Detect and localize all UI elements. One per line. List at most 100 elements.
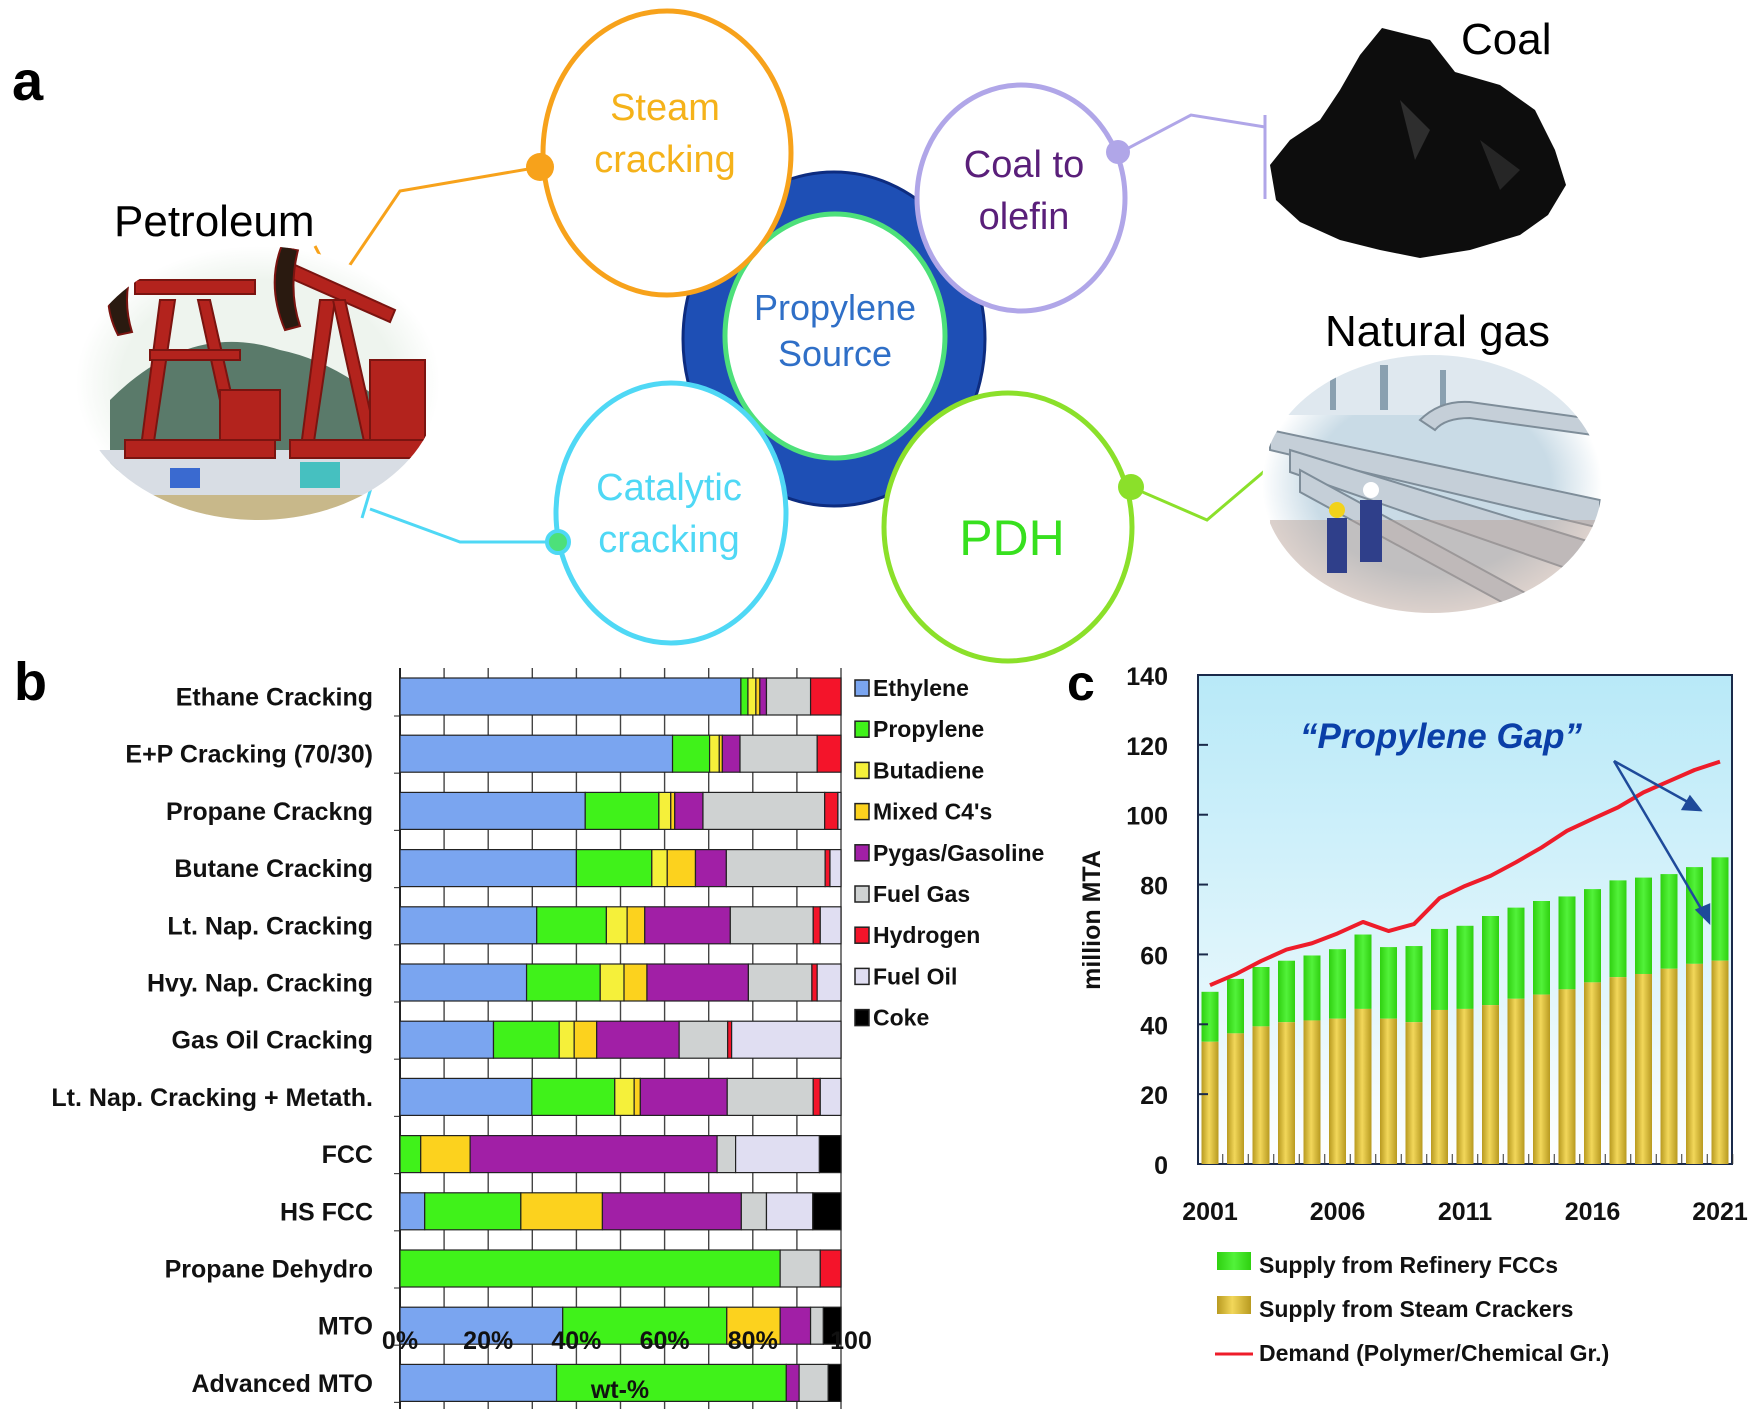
bar-segment bbox=[614, 1077, 635, 1117]
year-bar bbox=[1431, 928, 1453, 1164]
bar-segment bbox=[573, 1020, 598, 1059]
fcc-supply-bar bbox=[1558, 896, 1576, 990]
steam-supply-bar bbox=[1354, 1008, 1372, 1164]
legend-swatch bbox=[1217, 1296, 1251, 1314]
year-bar bbox=[1201, 991, 1224, 1164]
bar-segment bbox=[678, 1020, 729, 1059]
bar-row bbox=[399, 1020, 842, 1059]
legend-swatch bbox=[854, 967, 870, 986]
bar-row bbox=[399, 1249, 842, 1288]
fcc-supply-bar bbox=[1686, 867, 1703, 964]
bar-segment bbox=[729, 906, 814, 945]
year-bar bbox=[1558, 896, 1581, 1164]
bar-segment bbox=[399, 1020, 495, 1059]
fcc-supply-bar bbox=[1252, 967, 1270, 1027]
bar-segment bbox=[779, 1306, 812, 1345]
year-bar bbox=[1533, 900, 1555, 1164]
bar-segment bbox=[399, 1077, 533, 1117]
bar-segment bbox=[666, 848, 697, 888]
year-bar bbox=[1252, 967, 1275, 1164]
category-label: Advanced MTO bbox=[191, 1370, 373, 1398]
coal-olefin-connector-dot bbox=[1106, 140, 1130, 164]
bar-segment bbox=[779, 1249, 821, 1288]
pdh-label: PDH bbox=[959, 510, 1065, 566]
propylene-source-hub: Propylene Source bbox=[681, 170, 987, 508]
bar-segment bbox=[626, 906, 646, 945]
coal-olefin-label-line2: olefin bbox=[979, 196, 1070, 238]
fcc-supply-bar bbox=[1533, 900, 1550, 995]
steam-supply-bar bbox=[1635, 973, 1652, 1164]
bar-row bbox=[399, 734, 842, 773]
steam-supply-bar bbox=[1201, 1041, 1219, 1164]
bar-segment bbox=[809, 677, 842, 716]
bar-segment bbox=[726, 1077, 814, 1117]
node-steam-cracking: Steam cracking bbox=[526, 8, 794, 298]
year-bar bbox=[1329, 949, 1351, 1164]
legend-swatch bbox=[854, 679, 870, 697]
fcc-supply-bar bbox=[1584, 889, 1601, 983]
category-label: Hvy. Nap. Cracking bbox=[147, 970, 373, 998]
bar-segment bbox=[399, 963, 528, 1002]
year-bar bbox=[1380, 947, 1402, 1164]
category-label: Propane Dehydro bbox=[165, 1256, 373, 1284]
x-tick-label: 2011 bbox=[1438, 1198, 1492, 1226]
bar-row bbox=[399, 1306, 842, 1345]
legend-item: Demand (Polymer/Chemical Gr.) bbox=[1215, 1340, 1609, 1366]
steam-supply-bar bbox=[1711, 960, 1729, 1164]
year-bar bbox=[1405, 946, 1428, 1164]
bar-segment bbox=[399, 1306, 564, 1345]
year-bar bbox=[1278, 960, 1300, 1164]
chart-b-x-ticks: 0% 20% 40% 60% 80% 100 bbox=[382, 1327, 872, 1355]
bar-segment bbox=[765, 677, 812, 716]
bar-segment bbox=[639, 1077, 728, 1117]
year-bar bbox=[1609, 880, 1632, 1164]
legend-item: Hydrogen bbox=[854, 922, 980, 948]
hub-label-line1: Propylene bbox=[754, 287, 916, 328]
year-bar bbox=[1227, 978, 1249, 1164]
panel-a-letter: a bbox=[12, 49, 44, 112]
x-tick-label: 40% bbox=[551, 1327, 601, 1355]
node-pdh: PDH bbox=[881, 390, 1144, 664]
bar-segment bbox=[824, 791, 839, 831]
bar-segment bbox=[536, 906, 607, 945]
bar-segment bbox=[812, 1192, 842, 1231]
bar-segment bbox=[811, 963, 818, 1002]
y-tick-label: 120 bbox=[1126, 733, 1168, 761]
bar-segment bbox=[525, 963, 601, 1002]
connector-pdh-gas bbox=[1130, 455, 1282, 529]
steam-supply-bar bbox=[1456, 1008, 1474, 1164]
fcc-supply-bar bbox=[1660, 874, 1678, 969]
year-bar bbox=[1482, 916, 1504, 1164]
worker-figures bbox=[1327, 482, 1382, 573]
x-tick-label: 80% bbox=[728, 1327, 778, 1355]
bar-segment bbox=[716, 1134, 737, 1174]
panel-c-letter: c bbox=[1067, 655, 1095, 711]
bar-segment bbox=[765, 1192, 814, 1231]
bar-segment bbox=[674, 791, 704, 831]
year-bar bbox=[1507, 907, 1530, 1164]
y-tick-label: 80 bbox=[1140, 873, 1168, 901]
panel-b-stacked-bar-chart: b Ethane Cracking E+P Cracking (70/30) Pro… bbox=[14, 652, 1044, 1409]
legend-swatch bbox=[854, 844, 870, 862]
bar-segment bbox=[816, 734, 842, 773]
year-bar bbox=[1711, 857, 1734, 1164]
bar-segment bbox=[399, 1192, 426, 1231]
chart-c-legend: Supply from Refinery FCCs Supply from Ste… bbox=[1215, 1252, 1609, 1366]
legend-item: Propylene bbox=[854, 716, 984, 742]
bar-segment bbox=[827, 1363, 842, 1403]
legend-swatch bbox=[854, 802, 870, 821]
legend-label: Ethylene bbox=[873, 675, 969, 701]
year-bar bbox=[1303, 955, 1326, 1164]
x-tick-label: 0% bbox=[382, 1327, 418, 1355]
category-label: Lt. Nap. Cracking bbox=[167, 912, 373, 940]
steam-supply-bar bbox=[1431, 1009, 1448, 1164]
legend-item: Butadiene bbox=[854, 757, 984, 783]
bar-segment bbox=[520, 1192, 604, 1231]
x-tick-label: 100 bbox=[830, 1327, 872, 1355]
node-catalytic-cracking: Catalytic cracking bbox=[545, 380, 789, 646]
legend-label: Coke bbox=[873, 1005, 929, 1031]
steam-label-line2: cracking bbox=[594, 139, 736, 181]
legend-swatch bbox=[854, 885, 870, 903]
bar-segment bbox=[633, 1077, 641, 1117]
legend-item: Fuel Oil bbox=[854, 963, 957, 989]
